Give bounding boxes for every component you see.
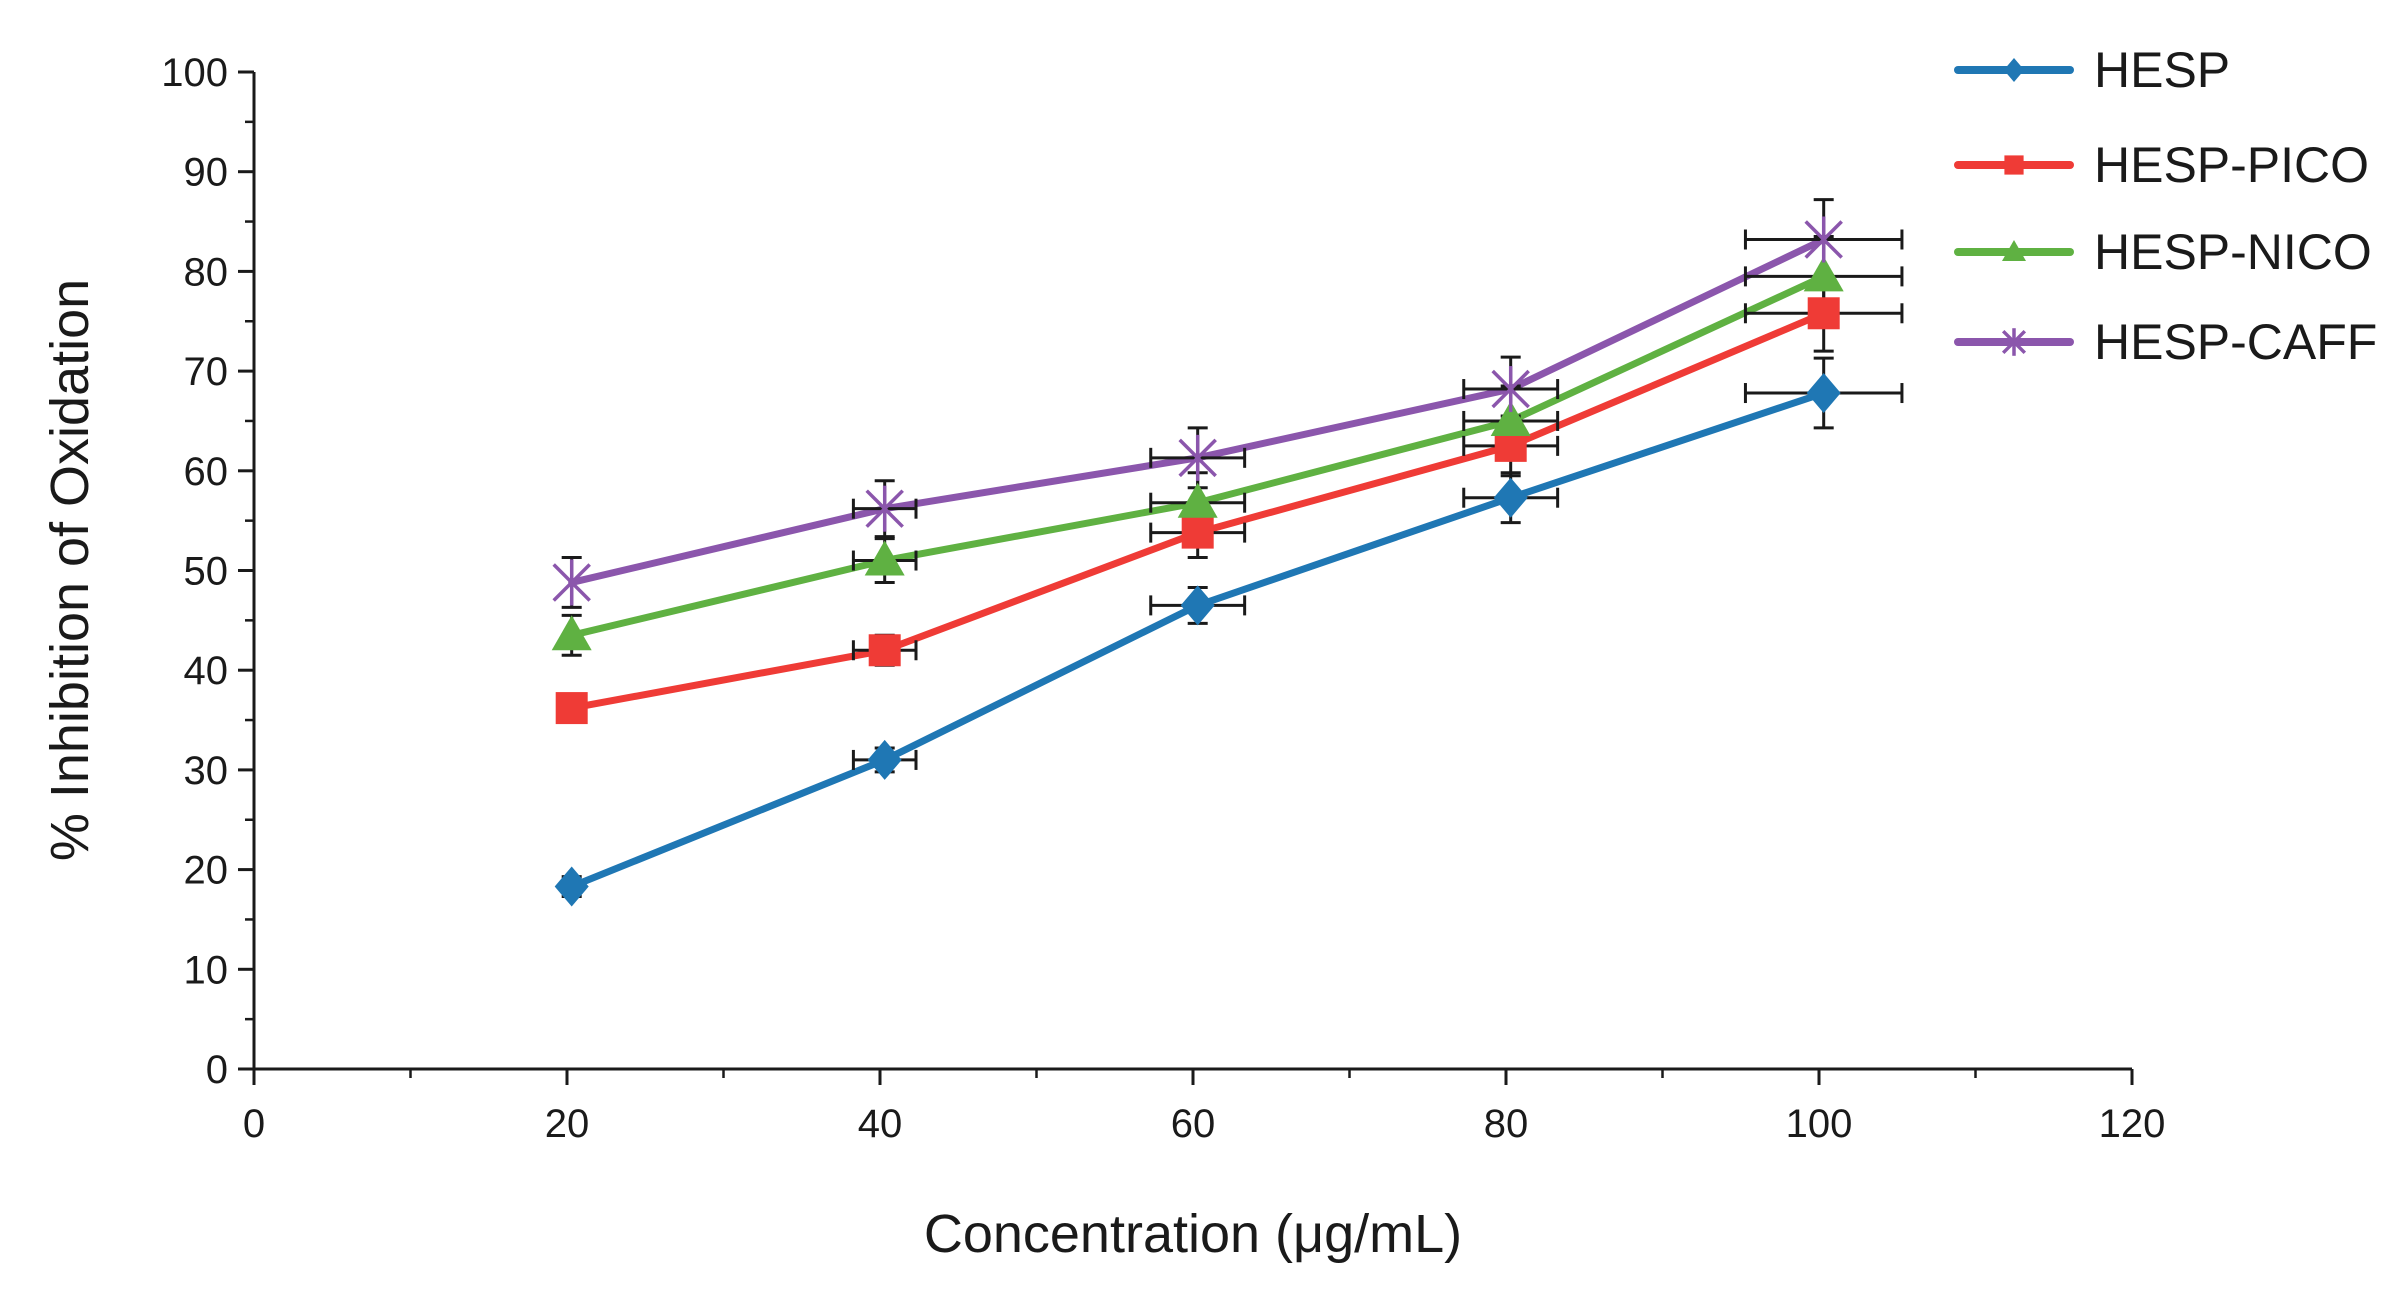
y-tick-label: 10 [184,948,229,992]
legend: HESP HESP-PICO HESP-NICO HESP-CAFF [1954,42,2377,370]
data-point-hesp [1180,585,1215,626]
data-point-hesp-nico [1490,400,1531,436]
legend-marker-hesp-caff [2001,328,2027,356]
y-tick-label: 70 [184,350,229,394]
data-point-hesp-caff [1178,434,1217,481]
series-lines [568,235,1828,891]
x-axis-title: Concentration (μg/mL) [924,1204,1462,1264]
x-tick-label: 0 [243,1102,265,1146]
data-point-hesp-caff [1491,366,1530,413]
legend-marker-hesp [2003,58,2025,82]
data-point-hesp [1493,477,1528,518]
data-point-hesp [554,866,589,907]
legend-marker-hesp-pico [2004,155,2024,175]
x-tick-label: 80 [1484,1102,1529,1146]
y-tick-label: 30 [184,749,229,793]
y-tick-label: 50 [184,550,229,594]
y-tick-label: 20 [184,849,229,893]
data-point-hesp-caff [865,485,904,532]
legend-label: HESP [2094,42,2230,98]
x-tick-label: 60 [1171,1102,1216,1146]
y-tick-label: 80 [184,250,229,294]
x-tick-label: 120 [2099,1102,2166,1146]
y-axis-title: % Inhibition of Oxidation [40,279,100,861]
data-point-hesp [1806,373,1841,414]
data-point-hesp-pico [555,692,588,725]
y-tick-label: 60 [184,450,229,494]
x-tick-label: 40 [858,1102,903,1146]
x-ticks: 0 20 40 60 80 100 120 [243,1069,2166,1146]
legend-label: HESP-NICO [2094,224,2372,280]
x-tick-label: 20 [545,1102,590,1146]
data-point-hesp-pico [1181,516,1214,549]
legend-marker-hesp-nico [2002,240,2026,261]
axes [252,72,2132,1071]
legend-label: HESP-PICO [2094,137,2369,193]
data-point-hesp-caff [1804,216,1843,263]
data-point-hesp-nico [551,615,592,651]
data-point-hesp-nico [1177,482,1218,518]
data-point-hesp-pico [1807,297,1840,330]
y-tick-label: 90 [184,151,229,195]
y-tick-label: 0 [206,1048,228,1092]
data-point-hesp-caff [552,559,591,606]
y-tick-label: 100 [161,51,228,95]
series-markers [551,216,1844,907]
data-point-hesp-pico [868,634,901,667]
y-ticks: 0 10 20 30 40 50 60 70 80 90 100 [161,51,254,1092]
legend-label: HESP-CAFF [2094,314,2377,370]
series-errorbars [561,198,1904,899]
y-tick-label: 40 [184,649,229,693]
data-point-hesp [867,739,902,780]
x-tick-label: 100 [1786,1102,1853,1146]
data-point-hesp-nico [864,540,905,576]
data-point-hesp-nico [1803,256,1844,292]
